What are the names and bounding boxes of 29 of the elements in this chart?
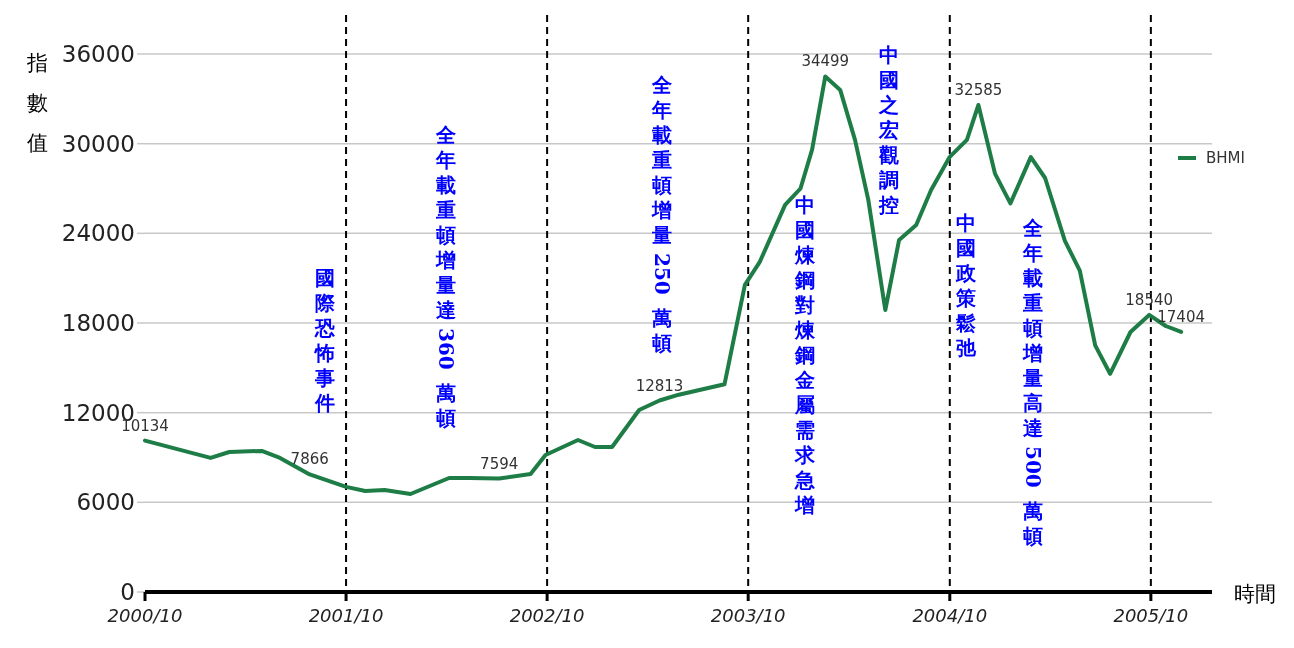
- annotation: 中國之宏觀調控: [879, 43, 899, 217]
- x-tick-label: 2003/10: [710, 605, 786, 626]
- data-label: 7866: [290, 450, 329, 469]
- x-tick-label: 2002/10: [509, 605, 585, 626]
- annotation: 全年載重頓增量 250 萬頓: [650, 73, 674, 355]
- annotation: 全年載重頓增量高達 500 萬頓: [1021, 216, 1045, 548]
- y-tick-label: 6000: [76, 489, 135, 516]
- x-tick-label: 2001/10: [308, 605, 384, 626]
- data-label: 18540: [1125, 290, 1174, 309]
- annotation: 全年載重頓增量達 360 萬頓: [434, 123, 458, 430]
- data-label: 17404: [1157, 307, 1206, 326]
- data-label: 34499: [801, 52, 850, 71]
- y-tick-label: 0: [120, 579, 135, 605]
- y-axis-title: 指數值: [25, 51, 48, 155]
- annotation: 國際恐怖事件: [315, 266, 335, 415]
- x-tick-label: 2000/10: [107, 605, 183, 626]
- data-label: 7594: [480, 454, 519, 473]
- x-tick-label: 2004/10: [912, 605, 988, 626]
- legend-label: BHMI: [1206, 149, 1245, 167]
- data-label: 12813: [635, 376, 684, 395]
- y-tick-label: 30000: [61, 130, 135, 157]
- annotation: 中國政策鬆弛: [956, 211, 976, 360]
- y-tick-label: 18000: [61, 310, 135, 336]
- x-axis-title: 時間: [1234, 582, 1276, 606]
- data-label: 32585: [954, 81, 1003, 100]
- y-tick-label: 24000: [61, 220, 135, 247]
- y-tick-label: 36000: [61, 41, 135, 67]
- annotation: 中國煉鋼對煉鋼金屬需求急增: [795, 193, 815, 517]
- x-tick-label: 2005/10: [1113, 605, 1189, 626]
